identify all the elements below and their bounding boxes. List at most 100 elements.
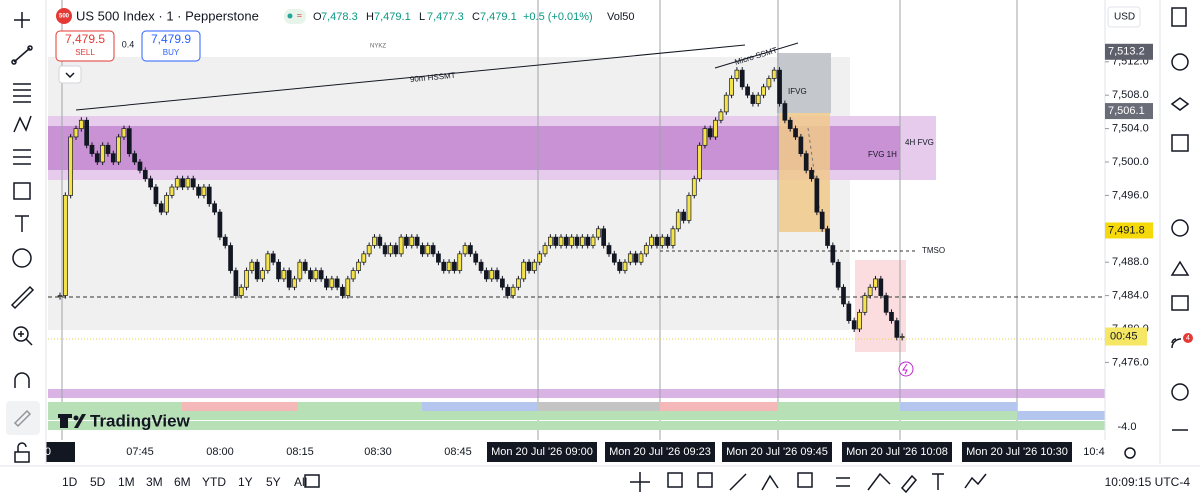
fvg-1h xyxy=(48,126,900,170)
candle xyxy=(809,170,814,180)
candle xyxy=(350,270,356,280)
candle xyxy=(835,261,841,288)
candle xyxy=(126,128,132,155)
currency-button[interactable] xyxy=(1107,6,1141,28)
candle xyxy=(750,94,756,104)
ohlc-key: L xyxy=(419,11,425,23)
candle xyxy=(478,261,484,271)
indicator-value: -4.0 xyxy=(1118,421,1137,433)
candle xyxy=(222,236,228,246)
candle xyxy=(585,236,591,246)
buy-button[interactable] xyxy=(141,30,201,62)
countdown: 00:45 xyxy=(1110,330,1138,342)
range-button[interactable]: 1D xyxy=(62,475,78,489)
candle xyxy=(89,144,95,155)
price-axis xyxy=(1105,0,1160,440)
range-button[interactable]: 3M xyxy=(146,475,163,489)
purple-strip xyxy=(48,389,1105,398)
indicator-rows xyxy=(48,402,1105,430)
ifvg-label: IFVG xyxy=(788,87,807,96)
last-price-box xyxy=(1105,327,1147,346)
price-ticks: 7,512.07,508.07,504.07,500.07,496.07,488… xyxy=(1105,43,1153,368)
volume: Vol50 xyxy=(607,11,635,23)
candle xyxy=(110,153,116,163)
sell-price[interactable]: 7,479.5 xyxy=(65,32,105,46)
range-button[interactable]: YTD xyxy=(202,475,226,489)
candle xyxy=(276,261,281,280)
candle xyxy=(404,236,409,246)
tmso-label: TMSO xyxy=(922,246,945,255)
candle xyxy=(286,270,292,288)
ohlc-key: C xyxy=(472,11,480,23)
buy-label[interactable]: BUY xyxy=(163,48,180,57)
candle xyxy=(500,278,505,288)
time-box xyxy=(842,442,952,462)
candle xyxy=(468,245,473,255)
time-labels: Jul '26 07:3007:4508:0008:1508:3008:45Mo… xyxy=(0,442,1105,462)
price-marker xyxy=(1105,43,1153,60)
candle xyxy=(654,236,660,246)
buy-price[interactable]: 7,479.9 xyxy=(151,32,191,46)
candle xyxy=(462,245,468,255)
candle xyxy=(313,270,319,280)
candle xyxy=(212,203,217,213)
sell-label[interactable]: SELL xyxy=(75,48,95,57)
candle xyxy=(265,253,271,271)
range-button[interactable]: 1M xyxy=(118,475,135,489)
fvg4h-label: 4H FVG xyxy=(905,138,934,147)
candle xyxy=(57,295,63,297)
ohlc-key: H xyxy=(366,11,374,23)
range-button[interactable]: 6M xyxy=(174,475,191,489)
candle xyxy=(622,261,628,271)
panel-icons[interactable] xyxy=(1170,7,1190,431)
logo-text: TradingView xyxy=(90,411,191,430)
candle xyxy=(894,320,900,338)
candle xyxy=(425,245,431,255)
candle xyxy=(579,236,585,246)
symbol[interactable]: US 500 Index · 1 · Pepperstone xyxy=(76,8,259,23)
badge-text: 500 xyxy=(59,14,70,20)
candle xyxy=(883,295,889,313)
candle xyxy=(665,236,670,246)
candle xyxy=(563,236,569,246)
range-button[interactable]: All xyxy=(294,475,307,489)
candle xyxy=(878,278,884,296)
candle xyxy=(782,103,788,121)
header: 500 US 500 Index · 1 · Pepperstone ≈ O 7,… xyxy=(55,8,635,84)
candle xyxy=(542,245,548,255)
logo: TradingView xyxy=(58,411,191,430)
footer xyxy=(0,464,1200,500)
candle xyxy=(846,303,852,322)
alert-icon[interactable] xyxy=(898,361,914,377)
candle xyxy=(553,236,559,246)
range-buttons: 1D 5D 1M 3M 6M YTD 1Y 5Y All xyxy=(62,475,307,489)
currency[interactable]: USD xyxy=(1114,12,1135,23)
candle xyxy=(436,253,441,263)
time-label: 07:45 xyxy=(126,446,154,458)
candle xyxy=(793,128,798,138)
price-marker-label: 7,513.2 xyxy=(1108,46,1145,58)
session-label: NYKZ xyxy=(370,44,386,50)
range-button[interactable]: 5Y xyxy=(266,475,281,489)
footer-tools[interactable] xyxy=(304,472,987,494)
candle xyxy=(702,128,708,146)
candle xyxy=(377,236,383,246)
price-tick-label: 7,488.0 xyxy=(1112,256,1149,268)
candle xyxy=(745,86,750,96)
sell-button[interactable] xyxy=(55,30,115,62)
candle xyxy=(217,211,223,238)
candle xyxy=(867,286,873,296)
candle xyxy=(228,245,233,271)
candle xyxy=(617,261,623,271)
range-button[interactable]: 1Y xyxy=(238,475,253,489)
range-button[interactable]: 5D xyxy=(90,475,106,489)
collapse-button[interactable] xyxy=(58,65,82,84)
candle xyxy=(633,253,638,263)
change: +0.5 (+0.01%) xyxy=(523,11,593,23)
candle xyxy=(164,195,169,213)
candle xyxy=(766,78,772,88)
zones xyxy=(48,53,1105,398)
candle xyxy=(569,236,575,246)
price-marker xyxy=(1105,103,1153,120)
spread: 0.4 xyxy=(122,39,135,49)
